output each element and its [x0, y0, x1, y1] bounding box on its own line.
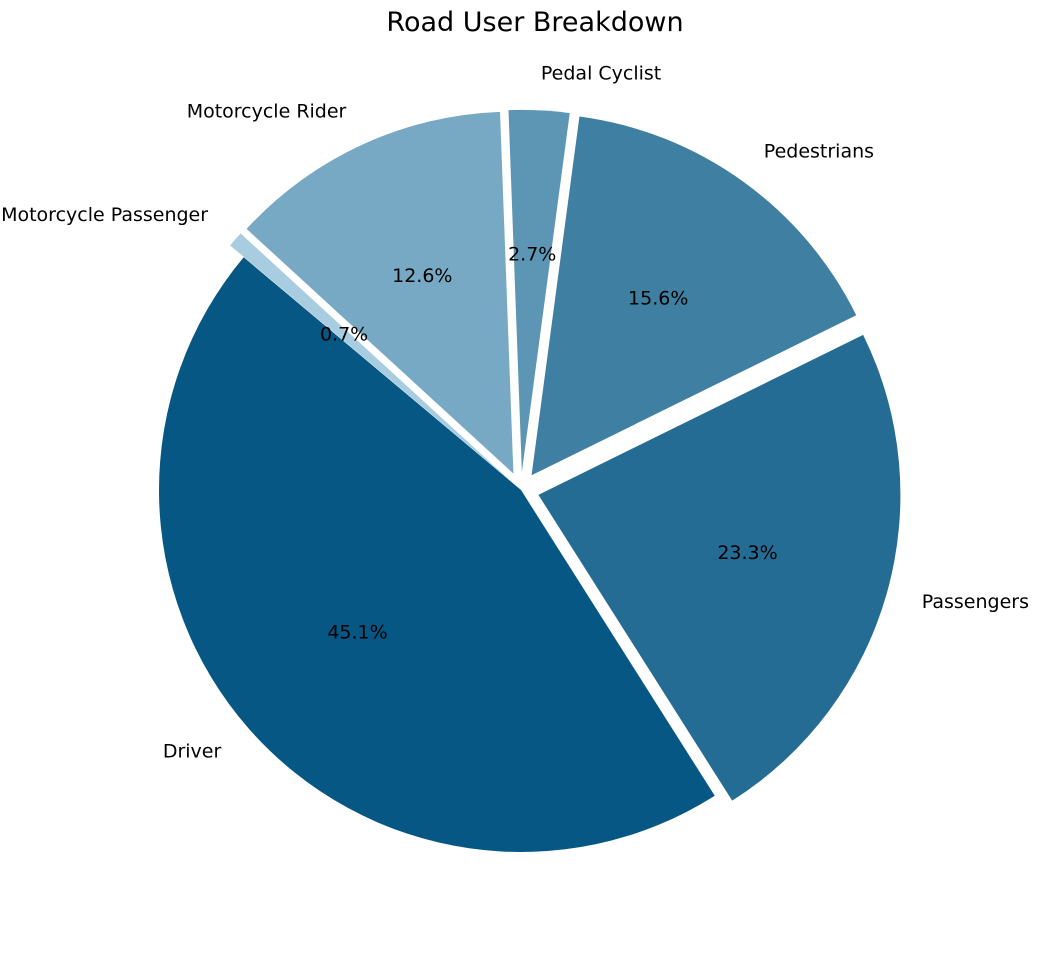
pie-slice-driver — [158, 257, 715, 853]
pie-slice-motorcycle-passenger — [230, 233, 508, 479]
slice-label: Motorcycle Passenger — [1, 204, 208, 226]
percent-labels: 45.1% 23.3% 15.6% 2.7% 12.6% 0.7% — [320, 243, 778, 643]
pie-slices — [158, 109, 901, 853]
pie-slice-pedestrians — [531, 116, 857, 476]
percent-label: 45.1% — [327, 622, 387, 644]
pie-slice-pedal-cyclist — [508, 109, 570, 472]
pie-slice-motorcycle-rider — [246, 111, 514, 474]
percent-label: 12.6% — [392, 265, 452, 287]
slice-labels: Driver Passengers Pedestrians Pedal Cyclist… — [1, 63, 1029, 763]
slice-label: Motorcycle Rider — [187, 101, 347, 123]
chart-title: Road User Breakdown — [386, 7, 683, 38]
slice-label: Driver — [163, 741, 222, 763]
percent-label: 0.7% — [320, 323, 368, 345]
slice-label: Passengers — [922, 591, 1029, 613]
percent-label: 2.7% — [508, 243, 556, 265]
slice-label: Pedal Cyclist — [541, 63, 661, 85]
percent-label: 15.6% — [628, 287, 688, 309]
pie-slice-passengers — [538, 334, 901, 801]
percent-label: 23.3% — [717, 542, 777, 564]
slice-label: Pedestrians — [764, 140, 874, 162]
